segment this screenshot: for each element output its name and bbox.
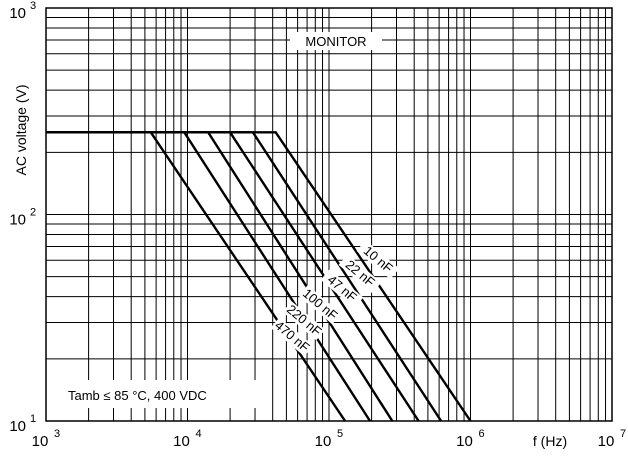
- x-tick-exponent: 3: [54, 428, 60, 440]
- y-tick-label: 10: [9, 212, 26, 229]
- conditions-label-bg: [58, 380, 272, 408]
- y-tick-label: 10: [9, 5, 26, 22]
- series-label-bg: [320, 269, 364, 309]
- series-label-bg: [356, 240, 400, 280]
- series-label-bg: [270, 317, 314, 357]
- y-axis-label: AC voltage (V): [13, 84, 29, 175]
- series-label-bg: [338, 254, 382, 294]
- series-label-bg: [298, 285, 342, 325]
- y-tick-exponent: 3: [30, 0, 36, 12]
- monitor-label: MONITOR: [305, 34, 366, 49]
- x-axis-label: f (Hz): [533, 433, 567, 449]
- y-tick-exponent: 2: [30, 207, 36, 219]
- tick-labels: 10 3 10 4 10 5 10 6 10 7 10 1 10 2 10 3: [9, 0, 626, 450]
- x-tick-label: 10: [315, 433, 332, 450]
- conditions-label: Tamb ≤ 85 °C, 400 VDC: [68, 388, 207, 403]
- x-tick-exponent: 7: [620, 428, 626, 440]
- x-tick-exponent: 5: [337, 428, 343, 440]
- plot-frame: [45, 7, 613, 422]
- y-tick-label: 10: [9, 418, 26, 435]
- x-tick-exponent: 4: [196, 428, 202, 440]
- series-label-bg: [282, 301, 326, 341]
- x-tick-exponent: 6: [479, 428, 485, 440]
- y-tick-exponent: 1: [30, 413, 36, 425]
- x-tick-label: 10: [598, 433, 615, 450]
- x-tick-label: 10: [173, 433, 190, 450]
- x-tick-label: 10: [456, 433, 473, 450]
- monitor-label-bg: [290, 32, 382, 50]
- x-tick-label: 10: [32, 433, 49, 450]
